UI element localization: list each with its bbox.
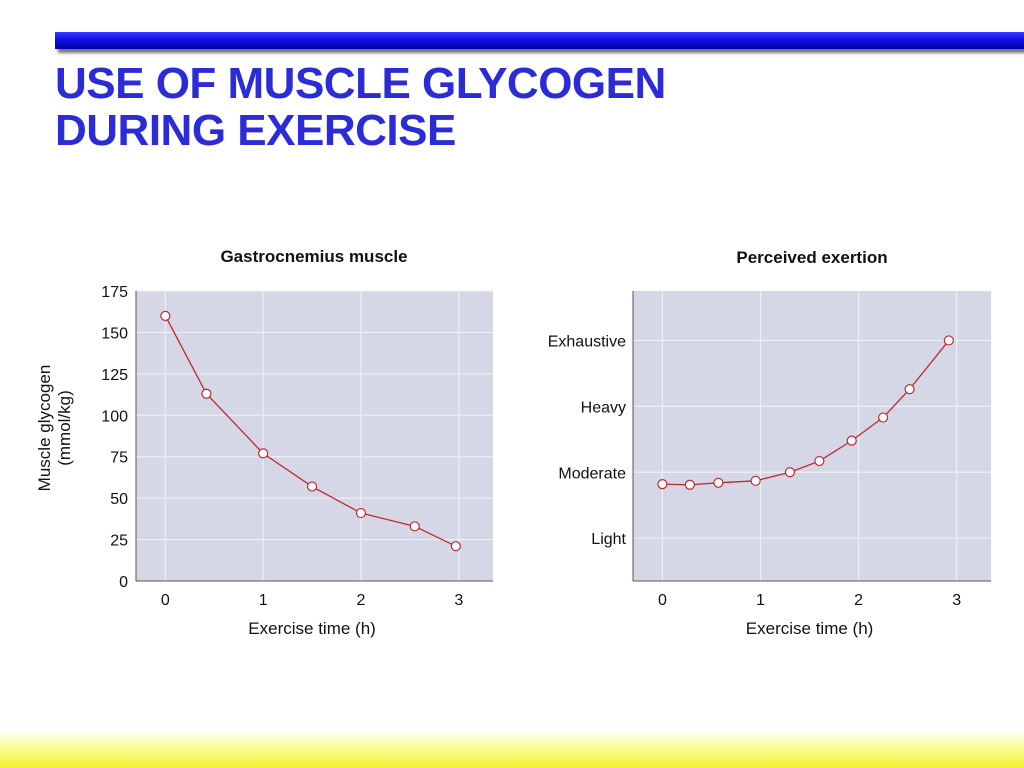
exertion-data-point-8 (904, 384, 915, 395)
glycogen-x-tick-label-2: 2 (357, 592, 366, 609)
glycogen-data-point-0 (160, 310, 171, 321)
glycogen-x-tick-label-3: 3 (454, 592, 463, 609)
slide-title-line-2: DURING EXERCISE (55, 106, 456, 155)
exertion-y-tick-label-2: Heavy (581, 399, 626, 416)
glycogen-data-point-3 (306, 481, 318, 492)
exertion-data-point-9 (943, 335, 954, 346)
exertion-x-tick-label-0: 0 (658, 592, 667, 609)
slide-title: USE OF MUSCLE GLYCOGEN DURING EXERCISE (55, 60, 666, 154)
exertion-data-point-2 (713, 477, 724, 488)
glycogen-chart-title: Gastrocnemius muscle (220, 247, 407, 266)
glycogen-y-tick-label-3: 75 (110, 450, 128, 467)
exertion-y-tick-label-3: Exhaustive (548, 333, 626, 350)
glycogen-data-point-5 (409, 521, 420, 532)
exertion-plot-area (633, 291, 991, 581)
exertion-series-line (662, 340, 950, 486)
exertion-data-point-4 (784, 467, 796, 478)
glycogen-y-tick-label-6: 150 (101, 325, 128, 342)
glycogen-data-point-6 (450, 541, 461, 552)
exertion-y-tick-label-0: Light (591, 531, 626, 548)
exertion-x-axis-label: Exercise time (h) (746, 619, 874, 638)
exertion-chart-title: Perceived exertion (736, 248, 887, 267)
glycogen-y-axis-label: Muscle glycogen (mmol/kg) (35, 365, 74, 492)
glycogen-data-point-4 (355, 507, 367, 519)
title-accent-bar (55, 32, 1024, 49)
glycogen-y-tick-label-0: 0 (119, 574, 128, 591)
glycogen-y-axis-label-line-1: Muscle glycogen (35, 365, 54, 492)
exertion-x-tick-label-3: 3 (952, 592, 961, 609)
glycogen-y-tick-label-7: 175 (101, 284, 128, 301)
exertion-data-point-3 (750, 475, 761, 486)
glycogen-data-point-1 (201, 388, 212, 399)
glycogen-y-tick-label-2: 50 (110, 491, 128, 508)
exertion-x-tick-label-2: 2 (854, 592, 863, 609)
footer-band (0, 730, 1024, 768)
glycogen-data-point-2 (258, 448, 269, 459)
glycogen-y-tick-label-5: 125 (101, 367, 128, 384)
exertion-data-point-5 (814, 455, 825, 467)
exertion-data-point-0 (657, 479, 668, 490)
glycogen-x-tick-label-1: 1 (259, 592, 268, 609)
exertion-data-point-1 (684, 479, 695, 490)
glycogen-y-axis-label-line-2: (mmol/kg) (55, 390, 74, 466)
glycogen-y-tick-label-4: 100 (101, 408, 128, 425)
exertion-data-point-7 (878, 412, 889, 423)
exertion-data-point-6 (846, 435, 857, 446)
exertion-x-tick-label-1: 1 (756, 592, 765, 609)
slide-title-line-1: USE OF MUSCLE GLYCOGEN (55, 59, 666, 108)
glycogen-x-axis-label: Exercise time (h) (248, 619, 376, 638)
glycogen-plot-area (136, 291, 493, 581)
glycogen-x-tick-label-0: 0 (161, 592, 170, 609)
glycogen-y-tick-label-1: 25 (110, 533, 128, 550)
exertion-y-tick-label-1: Moderate (558, 465, 626, 482)
